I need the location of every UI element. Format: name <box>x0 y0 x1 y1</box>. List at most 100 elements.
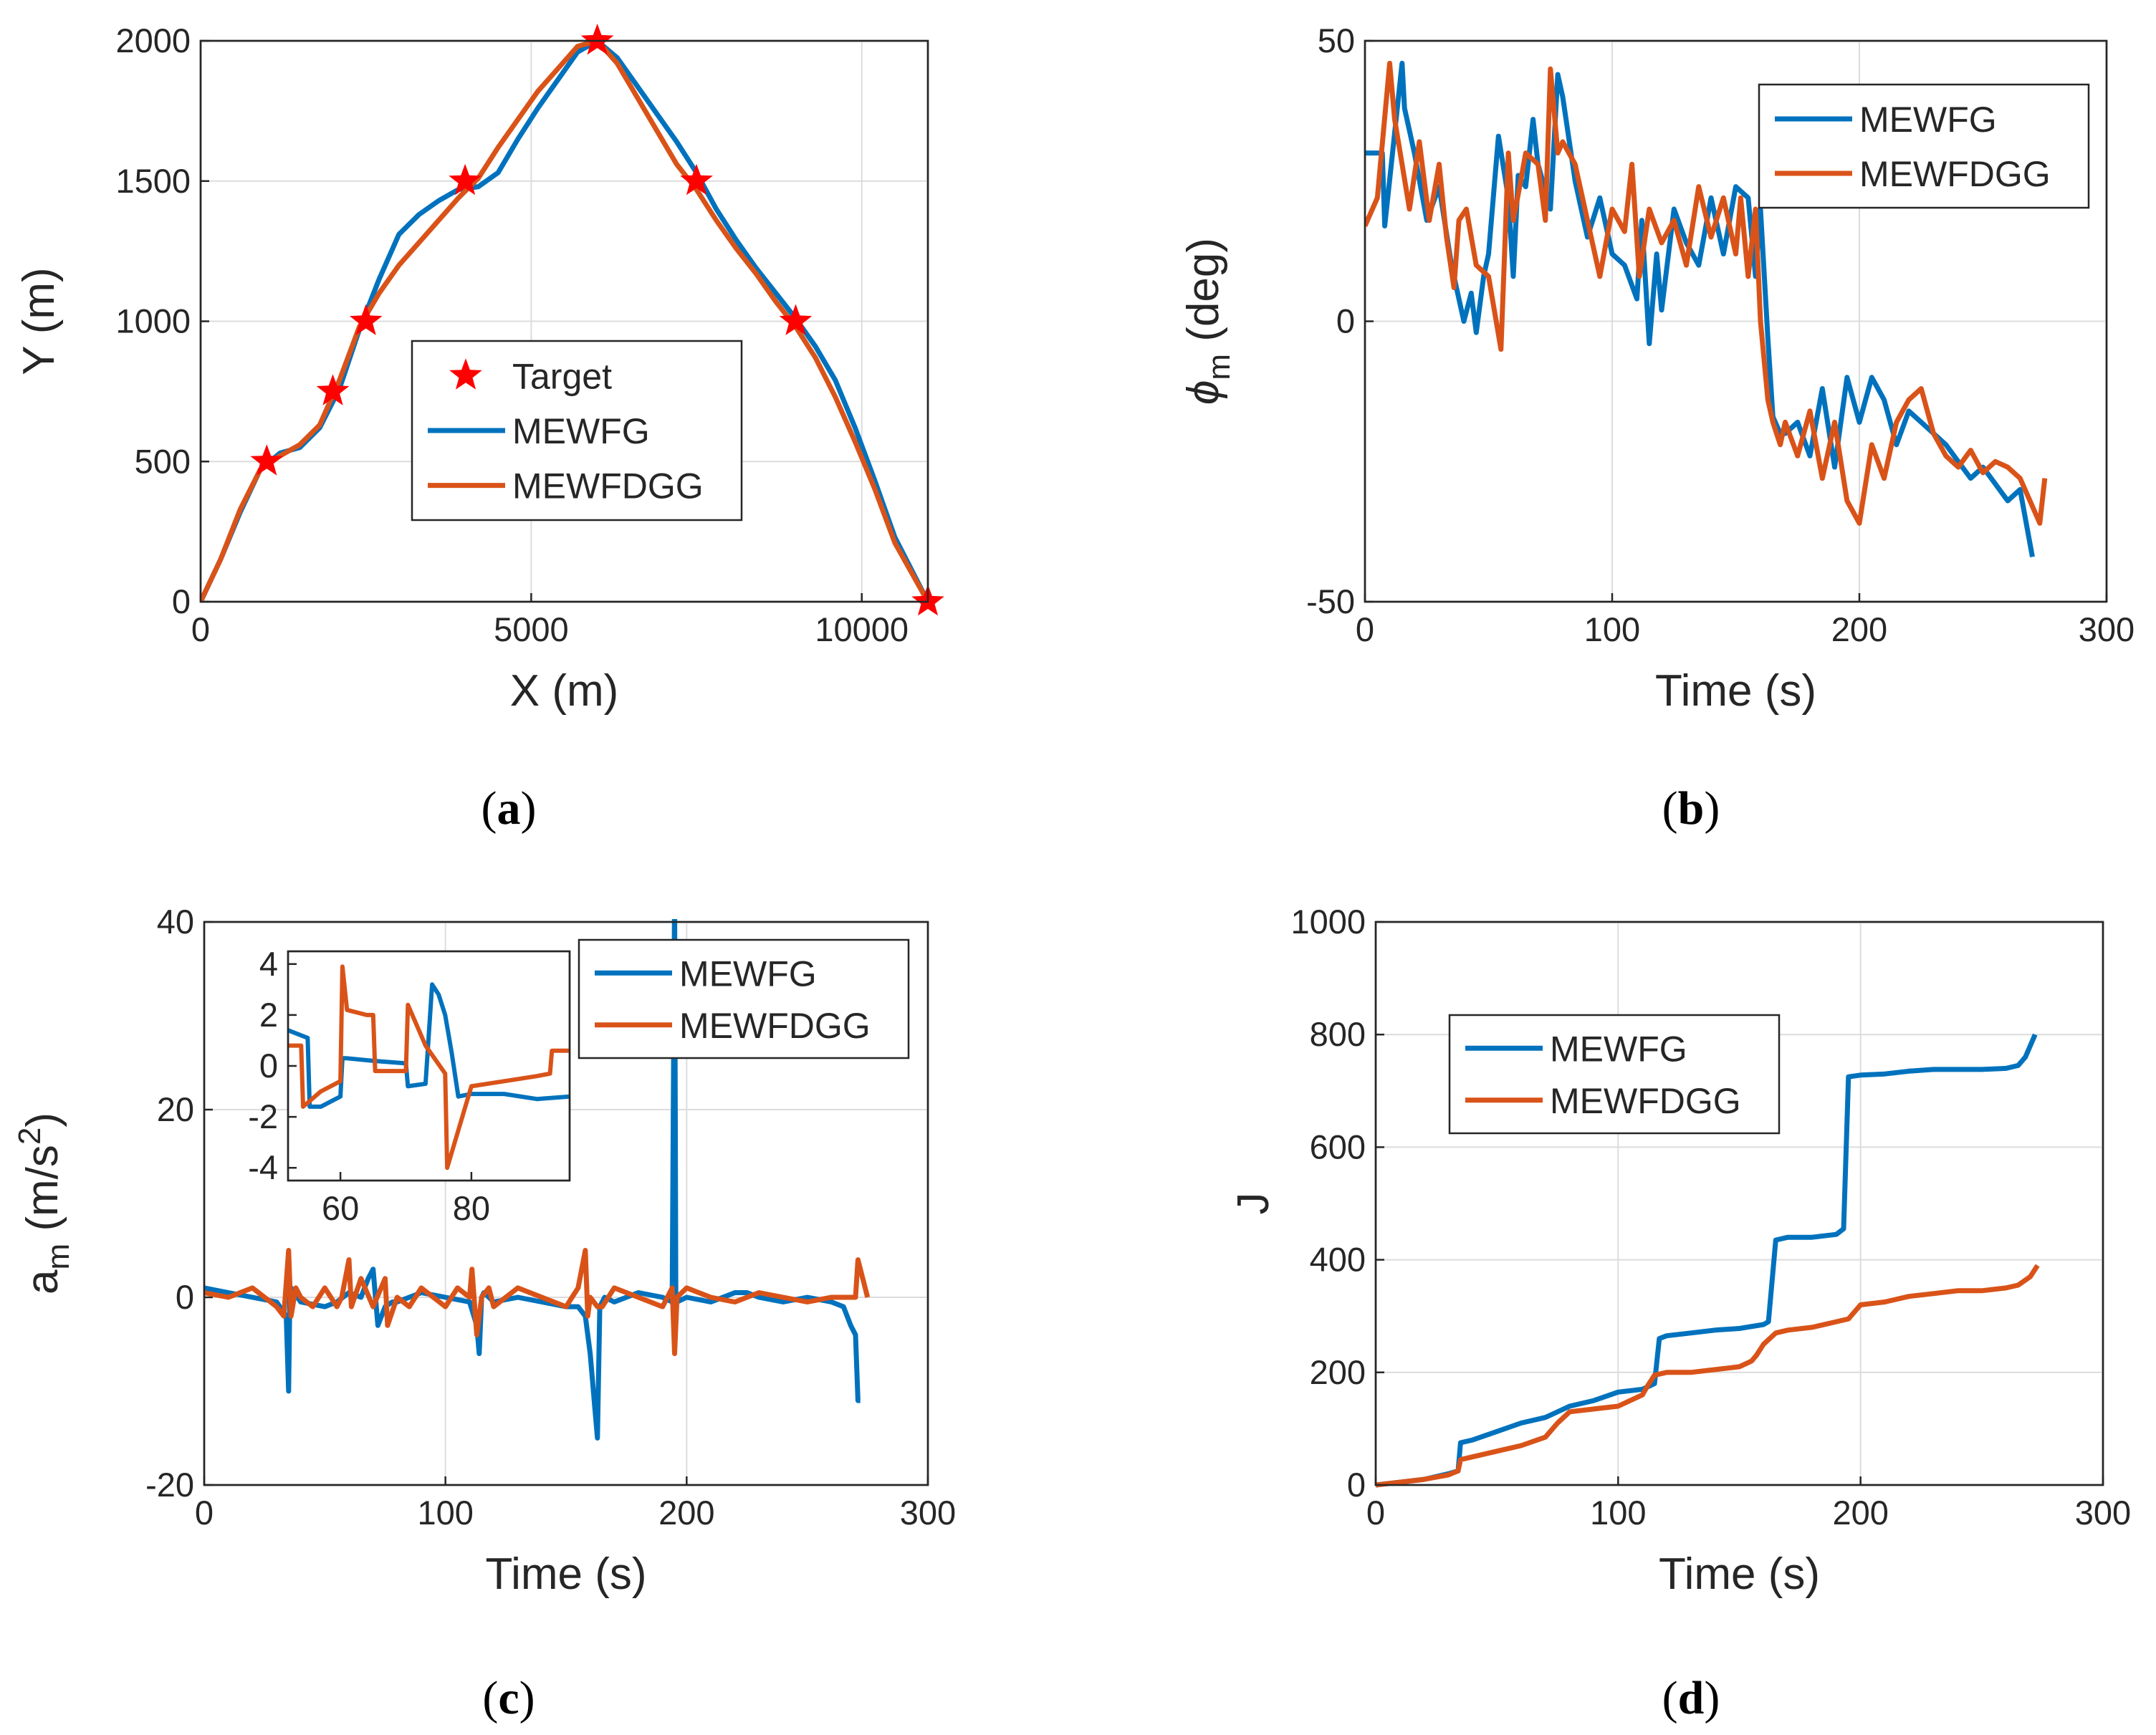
x-axis-label: Time (s) <box>1659 1549 1820 1599</box>
inset-y-tick-label: 2 <box>259 996 278 1034</box>
x-tick-label: 300 <box>900 1494 956 1532</box>
inset-x-tick-label: 80 <box>453 1189 490 1227</box>
y-axis-label-subscript: m <box>1202 354 1237 380</box>
x-tick-label: 100 <box>1590 1494 1646 1532</box>
target-star-marker <box>680 163 713 196</box>
caption-part: ) <box>521 782 537 835</box>
y-axis-label: ϕm (deg) <box>1179 238 1237 405</box>
inset-y-tick-label: 0 <box>259 1047 278 1085</box>
y-axis-label-symbol: a <box>18 1269 67 1294</box>
y-tick-label: 0 <box>172 582 191 620</box>
y-tick-label: 600 <box>1310 1128 1366 1166</box>
legend-label: MEWFDGG <box>679 1006 871 1046</box>
y-tick-label: 50 <box>1318 21 1355 59</box>
legend: MEWFG MEWFDGG <box>1758 83 2090 209</box>
legend-label: MEWFG <box>512 411 650 451</box>
y-axis-label-unit: (deg) <box>1179 238 1228 354</box>
y-axis-label-symbol: ϕ <box>1179 380 1228 405</box>
series-line-mewfdgg <box>1376 1264 2040 1488</box>
caption-part: d <box>1678 1672 1705 1724</box>
x-axis-label: X (m) <box>510 666 619 716</box>
y-tick-label: 1000 <box>1290 903 1366 941</box>
y-axis-label-close: ) <box>18 1112 67 1128</box>
caption-part: ( <box>481 782 497 835</box>
x-tick-label: 5000 <box>494 610 569 648</box>
y-axis-label: am (m/s2) <box>12 1112 76 1294</box>
x-axis-label: Time (s) <box>1655 666 1816 716</box>
y-axis-label-symbol: J <box>1229 1193 1278 1215</box>
inset-y-tick-label: -2 <box>248 1097 278 1135</box>
legend-label: MEWFDGG <box>512 466 704 506</box>
legend-label: MEWFG <box>1550 1029 1687 1069</box>
target-star-marker <box>349 304 383 335</box>
axes-border <box>1364 39 2108 603</box>
inset-y-tick-label: 4 <box>259 945 278 983</box>
inset-axes-border <box>287 950 571 1182</box>
y-tick-label: -20 <box>145 1466 194 1504</box>
axes-border <box>1374 921 2104 1486</box>
x-tick-label: 200 <box>1832 1494 1888 1532</box>
target-star-marker <box>316 374 350 405</box>
y-tick-label: 0 <box>1336 302 1355 340</box>
y-axis-label: J <box>1229 1193 1278 1215</box>
y-tick-label: 200 <box>1310 1353 1366 1391</box>
target-star-marker <box>449 163 481 196</box>
caption-part: c <box>498 1672 519 1724</box>
y-axis-label-subscript: m <box>41 1244 76 1270</box>
y-tick-label: -50 <box>1306 582 1355 620</box>
target-star-marker <box>580 24 614 55</box>
x-axis-label: Time (s) <box>486 1549 647 1599</box>
y-tick-label: 1500 <box>115 162 191 200</box>
y-tick-label: 1000 <box>115 302 191 340</box>
y-tick-label: 2000 <box>115 21 191 59</box>
y-tick-label: 500 <box>135 442 191 480</box>
legend-box <box>1758 83 2090 209</box>
y-tick-label: 400 <box>1310 1241 1366 1279</box>
x-tick-label: 0 <box>195 1494 214 1532</box>
inset-y-tick-label: -4 <box>248 1148 278 1186</box>
legend-label: MEWFDGG <box>1859 154 2051 194</box>
caption-part: ) <box>1704 1672 1720 1724</box>
y-axis-label-unit: (m/s <box>18 1145 67 1244</box>
series-line-mewfg <box>1365 60 2035 558</box>
legend: MEWFG MEWFDGG <box>578 938 910 1059</box>
caption-part: ( <box>482 1672 498 1724</box>
target-star-marker <box>250 444 284 476</box>
x-tick-label: 300 <box>2079 610 2135 648</box>
axes-border <box>199 39 929 603</box>
panel-caption: (b) <box>1662 782 1720 835</box>
x-tick-label: 10000 <box>815 610 909 648</box>
axes-border <box>203 921 929 1486</box>
caption-part: ) <box>519 1672 535 1724</box>
inset-x-tick-label: 60 <box>322 1189 359 1227</box>
legend-label: Target <box>512 356 612 396</box>
inset-plot: 60 80 -4 -2 0 2 4 <box>248 945 571 1227</box>
legend-label: MEWFG <box>1859 100 1997 140</box>
caption-part: a <box>497 782 521 835</box>
legend: Target MEWFG MEWFDGG <box>411 340 743 522</box>
x-tick-label: 200 <box>1831 610 1887 648</box>
legend-label: MEWFDGG <box>1550 1081 1741 1121</box>
y-tick-label: 20 <box>157 1090 194 1128</box>
y-tick-label: 40 <box>157 903 194 941</box>
legend-label: MEWFG <box>679 953 817 994</box>
x-tick-label: 300 <box>2075 1494 2131 1532</box>
x-tick-label: 0 <box>1366 1494 1385 1532</box>
legend-box <box>578 938 910 1059</box>
panel-caption: (d) <box>1662 1672 1720 1724</box>
caption-part: ( <box>1662 1672 1678 1724</box>
x-tick-label: 200 <box>658 1494 714 1532</box>
series-line-mewfdgg <box>204 1248 871 1357</box>
y-tick-label: 800 <box>1310 1015 1366 1053</box>
legend-box <box>1448 1014 1781 1135</box>
caption-part: ) <box>1704 782 1720 835</box>
panel-caption: (c) <box>482 1672 535 1724</box>
y-axis-label-symbol: Y (m) <box>14 267 64 375</box>
series-line-mewfg <box>204 919 861 1441</box>
panel-a: 0 5000 10000 0 500 1000 1500 2000 X (m) Y (m) Targ… <box>14 21 944 835</box>
caption-part: ( <box>1662 782 1678 835</box>
inset-series-line-mewfdgg <box>288 964 570 1171</box>
